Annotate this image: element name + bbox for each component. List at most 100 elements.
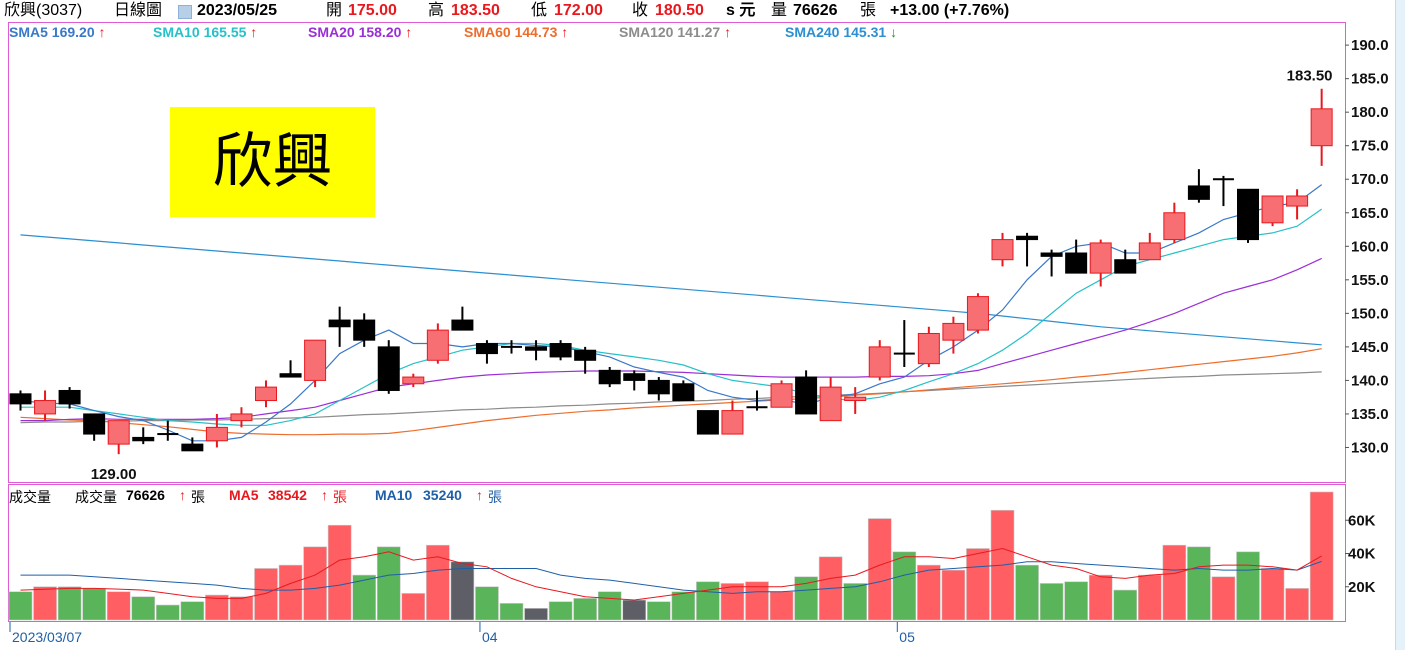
volume-bar: [33, 586, 57, 621]
candlestick: [34, 390, 57, 421]
price-tick-label: 140.0: [1351, 372, 1389, 389]
candlestick: [157, 420, 179, 441]
sma-legend-sma10: SMA10 165.55 ↑: [153, 24, 257, 40]
volume-bar: [696, 581, 720, 621]
open-price: 175.00: [348, 2, 397, 19]
candlestick: [696, 410, 719, 435]
candlestick: [279, 360, 302, 378]
volume-bar: [352, 574, 377, 621]
candle-body: [1016, 235, 1039, 241]
vma10-value: 35240: [423, 487, 462, 503]
price-tick-label: 130.0: [1351, 439, 1389, 456]
candle-body: [893, 352, 915, 355]
candle-body: [279, 373, 302, 378]
volume-bar: [376, 546, 401, 621]
candlestick: [942, 316, 965, 354]
candlestick: [1138, 232, 1161, 261]
candle-body: [451, 319, 474, 331]
candlestick: [83, 413, 106, 441]
price-annotation: 183.50: [1287, 68, 1333, 85]
volume-ma-line-vma10: [20, 560, 1322, 594]
candlestick: [426, 323, 449, 364]
candlestick: [1212, 175, 1234, 207]
candlestick: [623, 370, 646, 391]
volume-bar: [1162, 544, 1187, 621]
candlestick: [598, 367, 621, 388]
volume-bar: [720, 583, 745, 621]
volume-bar: [1113, 589, 1138, 621]
arrow-up-icon: ↑: [321, 487, 328, 503]
volume-bar: [1236, 551, 1260, 621]
candlestick: [819, 377, 842, 422]
candlestick: [377, 340, 400, 394]
price-tick-label: 150.0: [1351, 305, 1389, 322]
price-tick-label: 190.0: [1351, 37, 1389, 54]
candle-body: [721, 410, 744, 435]
candle-body: [402, 376, 425, 385]
candle-body: [1187, 185, 1210, 200]
candle-body: [34, 400, 57, 415]
candle-body: [770, 383, 793, 408]
candle-body: [475, 343, 498, 355]
candlestick: [721, 400, 744, 435]
annotations: 129.00 183.50: [91, 68, 1333, 483]
candle-body: [9, 393, 32, 405]
candlestick: [991, 232, 1014, 267]
volume-bar: [450, 561, 475, 621]
chevron-down-icon[interactable]: [178, 5, 192, 19]
candlestick: [1016, 232, 1039, 267]
volume-bars: [8, 491, 1334, 621]
candlestick: [205, 413, 228, 448]
price-tick-label: 145.0: [1351, 339, 1389, 356]
vertical-scrollbar[interactable]: [1395, 0, 1405, 650]
candlestick: [402, 373, 425, 388]
sma-legend-sma120: SMA120 141.27 ↑: [619, 24, 731, 40]
price-change: +13.00 (+7.76%): [890, 2, 1010, 19]
volume-bar: [966, 548, 990, 621]
volume-bar: [156, 604, 180, 621]
candlestick: [1187, 169, 1210, 203]
volume-bar: [475, 586, 499, 621]
volume-bar: [917, 564, 941, 621]
volume-bar: [794, 576, 818, 621]
volume-bar: [303, 546, 327, 621]
price-axis: 130.0 135.0 140.0 145.0 150.0 155.0 160.0 165.0…: [1345, 37, 1389, 456]
volume-bar: [229, 596, 254, 621]
candle-body: [1212, 178, 1234, 181]
candle-body: [966, 296, 989, 331]
candle-body: [1261, 195, 1284, 224]
candlestick: [1237, 188, 1259, 243]
vma10-label: MA10: [375, 487, 413, 503]
volume-bar: [769, 591, 794, 621]
candlestick: [58, 387, 81, 409]
candlestick: [1310, 88, 1333, 166]
volume-bar: [646, 601, 671, 621]
volume-title: 成交量: [9, 489, 51, 505]
volume-bar: [180, 601, 205, 621]
candlestick: [1065, 239, 1088, 274]
candle-body: [574, 349, 597, 361]
candlestick: [1163, 202, 1186, 243]
candle-body: [549, 343, 572, 358]
candle-body: [1065, 252, 1088, 274]
candle-body: [181, 443, 204, 452]
ma-line-sma60: [20, 348, 1322, 436]
candlestick: [501, 340, 522, 354]
volume-value: 76626: [793, 2, 838, 19]
volume-bar: [1064, 581, 1088, 621]
volume-tick-label: 60K: [1348, 512, 1376, 529]
volume-bar: [278, 564, 303, 621]
candle-body: [205, 426, 228, 442]
candlestick: [475, 340, 498, 364]
candlestick: [451, 306, 474, 331]
volume-bar: [573, 598, 597, 621]
candle-body: [304, 339, 327, 381]
unit-label: s 元: [726, 2, 756, 19]
sma-legend-sma20: SMA20 158.20 ↑: [308, 24, 412, 40]
arrow-up-icon: ↑: [250, 24, 258, 40]
volume-bar: [205, 594, 229, 621]
sma-legend-text: SMA60 144.73: [464, 24, 562, 40]
candlestick: [328, 306, 351, 347]
candlestick: [1261, 195, 1284, 227]
